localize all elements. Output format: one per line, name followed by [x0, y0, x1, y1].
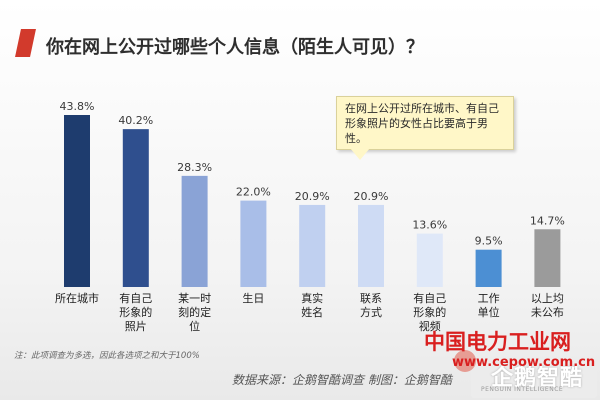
- callout-pointer: [350, 148, 370, 160]
- watermark-cn: 中国电力工业网: [424, 330, 571, 354]
- data-label-5: 20.9%: [295, 190, 330, 203]
- data-label-3: 28.3%: [177, 161, 212, 174]
- callout-text: 在网上公开过所在城市、有自己形象照片的女性占比要高于男性。: [345, 102, 499, 145]
- bar-5: [299, 204, 326, 287]
- bar-3: [181, 175, 208, 287]
- bar-6: [358, 204, 384, 287]
- logo-text: 企鹅智酷: [491, 366, 584, 391]
- logo-mark-icon: [454, 350, 476, 372]
- bar-7: [416, 233, 443, 287]
- category-label-4: 生日: [242, 291, 264, 305]
- category-label-2: 有自己形象的照片: [119, 291, 152, 333]
- bar-1: [64, 115, 90, 287]
- data-label-2: 40.2%: [118, 114, 153, 127]
- data-label-9: 14.7%: [530, 214, 565, 227]
- data-source: 数据来源：企鹅智酷调查 制图：企鹅智酷: [232, 373, 452, 387]
- logo-subtext: PENGUIN INTELLIGENCE: [481, 386, 564, 393]
- watermark-url: www.cepow.com.cn: [452, 355, 596, 370]
- callout-box: 在网上公开过所在城市、有自己形象照片的女性占比要高于男性。: [336, 96, 514, 150]
- footnote: 注：此项调查为多选，因此各选项之和大于100%: [14, 351, 200, 361]
- bar-4: [240, 200, 267, 287]
- bar-2: [122, 129, 149, 287]
- category-label-7: 有自己形象的视频: [413, 291, 446, 333]
- category-label-3: 某一时刻的定位: [178, 292, 211, 333]
- data-label-8: 9.5%: [475, 235, 503, 248]
- category-label-8: 工作单位: [478, 292, 500, 319]
- chart-title: 你在网上公开过哪些个人信息（陌生人可见）？: [46, 37, 424, 58]
- data-label-1: 43.8%: [60, 100, 95, 113]
- category-label-6: 联系方式: [360, 292, 382, 319]
- penguin-logo: 企鹅智酷 PENGUIN INTELLIGENCE: [471, 358, 597, 398]
- category-label-5: 真实姓名: [301, 291, 323, 319]
- bar-8: [475, 249, 502, 287]
- category-label-1: 所在城市: [55, 291, 99, 305]
- bar-9: [534, 229, 561, 287]
- data-label-4: 22.0%: [236, 186, 271, 199]
- data-label-7: 13.6%: [412, 219, 447, 232]
- data-label-6: 20.9%: [354, 190, 389, 203]
- category-label-9: 以上均未公布: [531, 292, 564, 319]
